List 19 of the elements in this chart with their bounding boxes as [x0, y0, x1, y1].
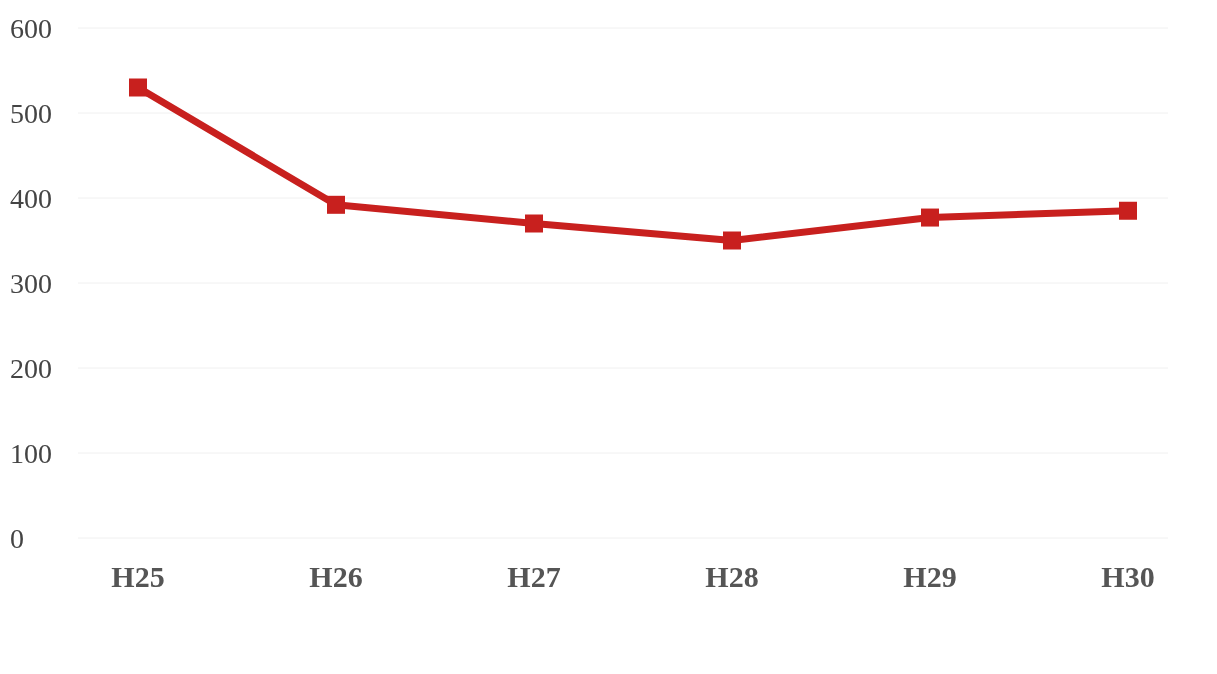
- y-tick-label: 0: [10, 522, 24, 554]
- y-tick-label: 300: [10, 267, 52, 299]
- point: [327, 195, 345, 214]
- x-tick-label: H30: [1101, 560, 1155, 594]
- point: [1119, 201, 1137, 220]
- y-tick-label: 200: [10, 352, 52, 384]
- y-tick-label: 400: [10, 182, 52, 214]
- point: [921, 208, 939, 227]
- y-tick-label: 600: [10, 12, 52, 44]
- x-tick-label: H25: [111, 560, 165, 594]
- y-tick-label: 100: [10, 437, 52, 469]
- point: [723, 231, 741, 250]
- x-tick-label: H29: [903, 560, 957, 594]
- x-tick-label: H28: [705, 560, 759, 594]
- y-tick-label: 500: [10, 97, 52, 129]
- x-tick-label: H27: [507, 560, 561, 594]
- x-tick-label: H26: [309, 560, 363, 594]
- point: [525, 214, 543, 233]
- point: [129, 78, 147, 97]
